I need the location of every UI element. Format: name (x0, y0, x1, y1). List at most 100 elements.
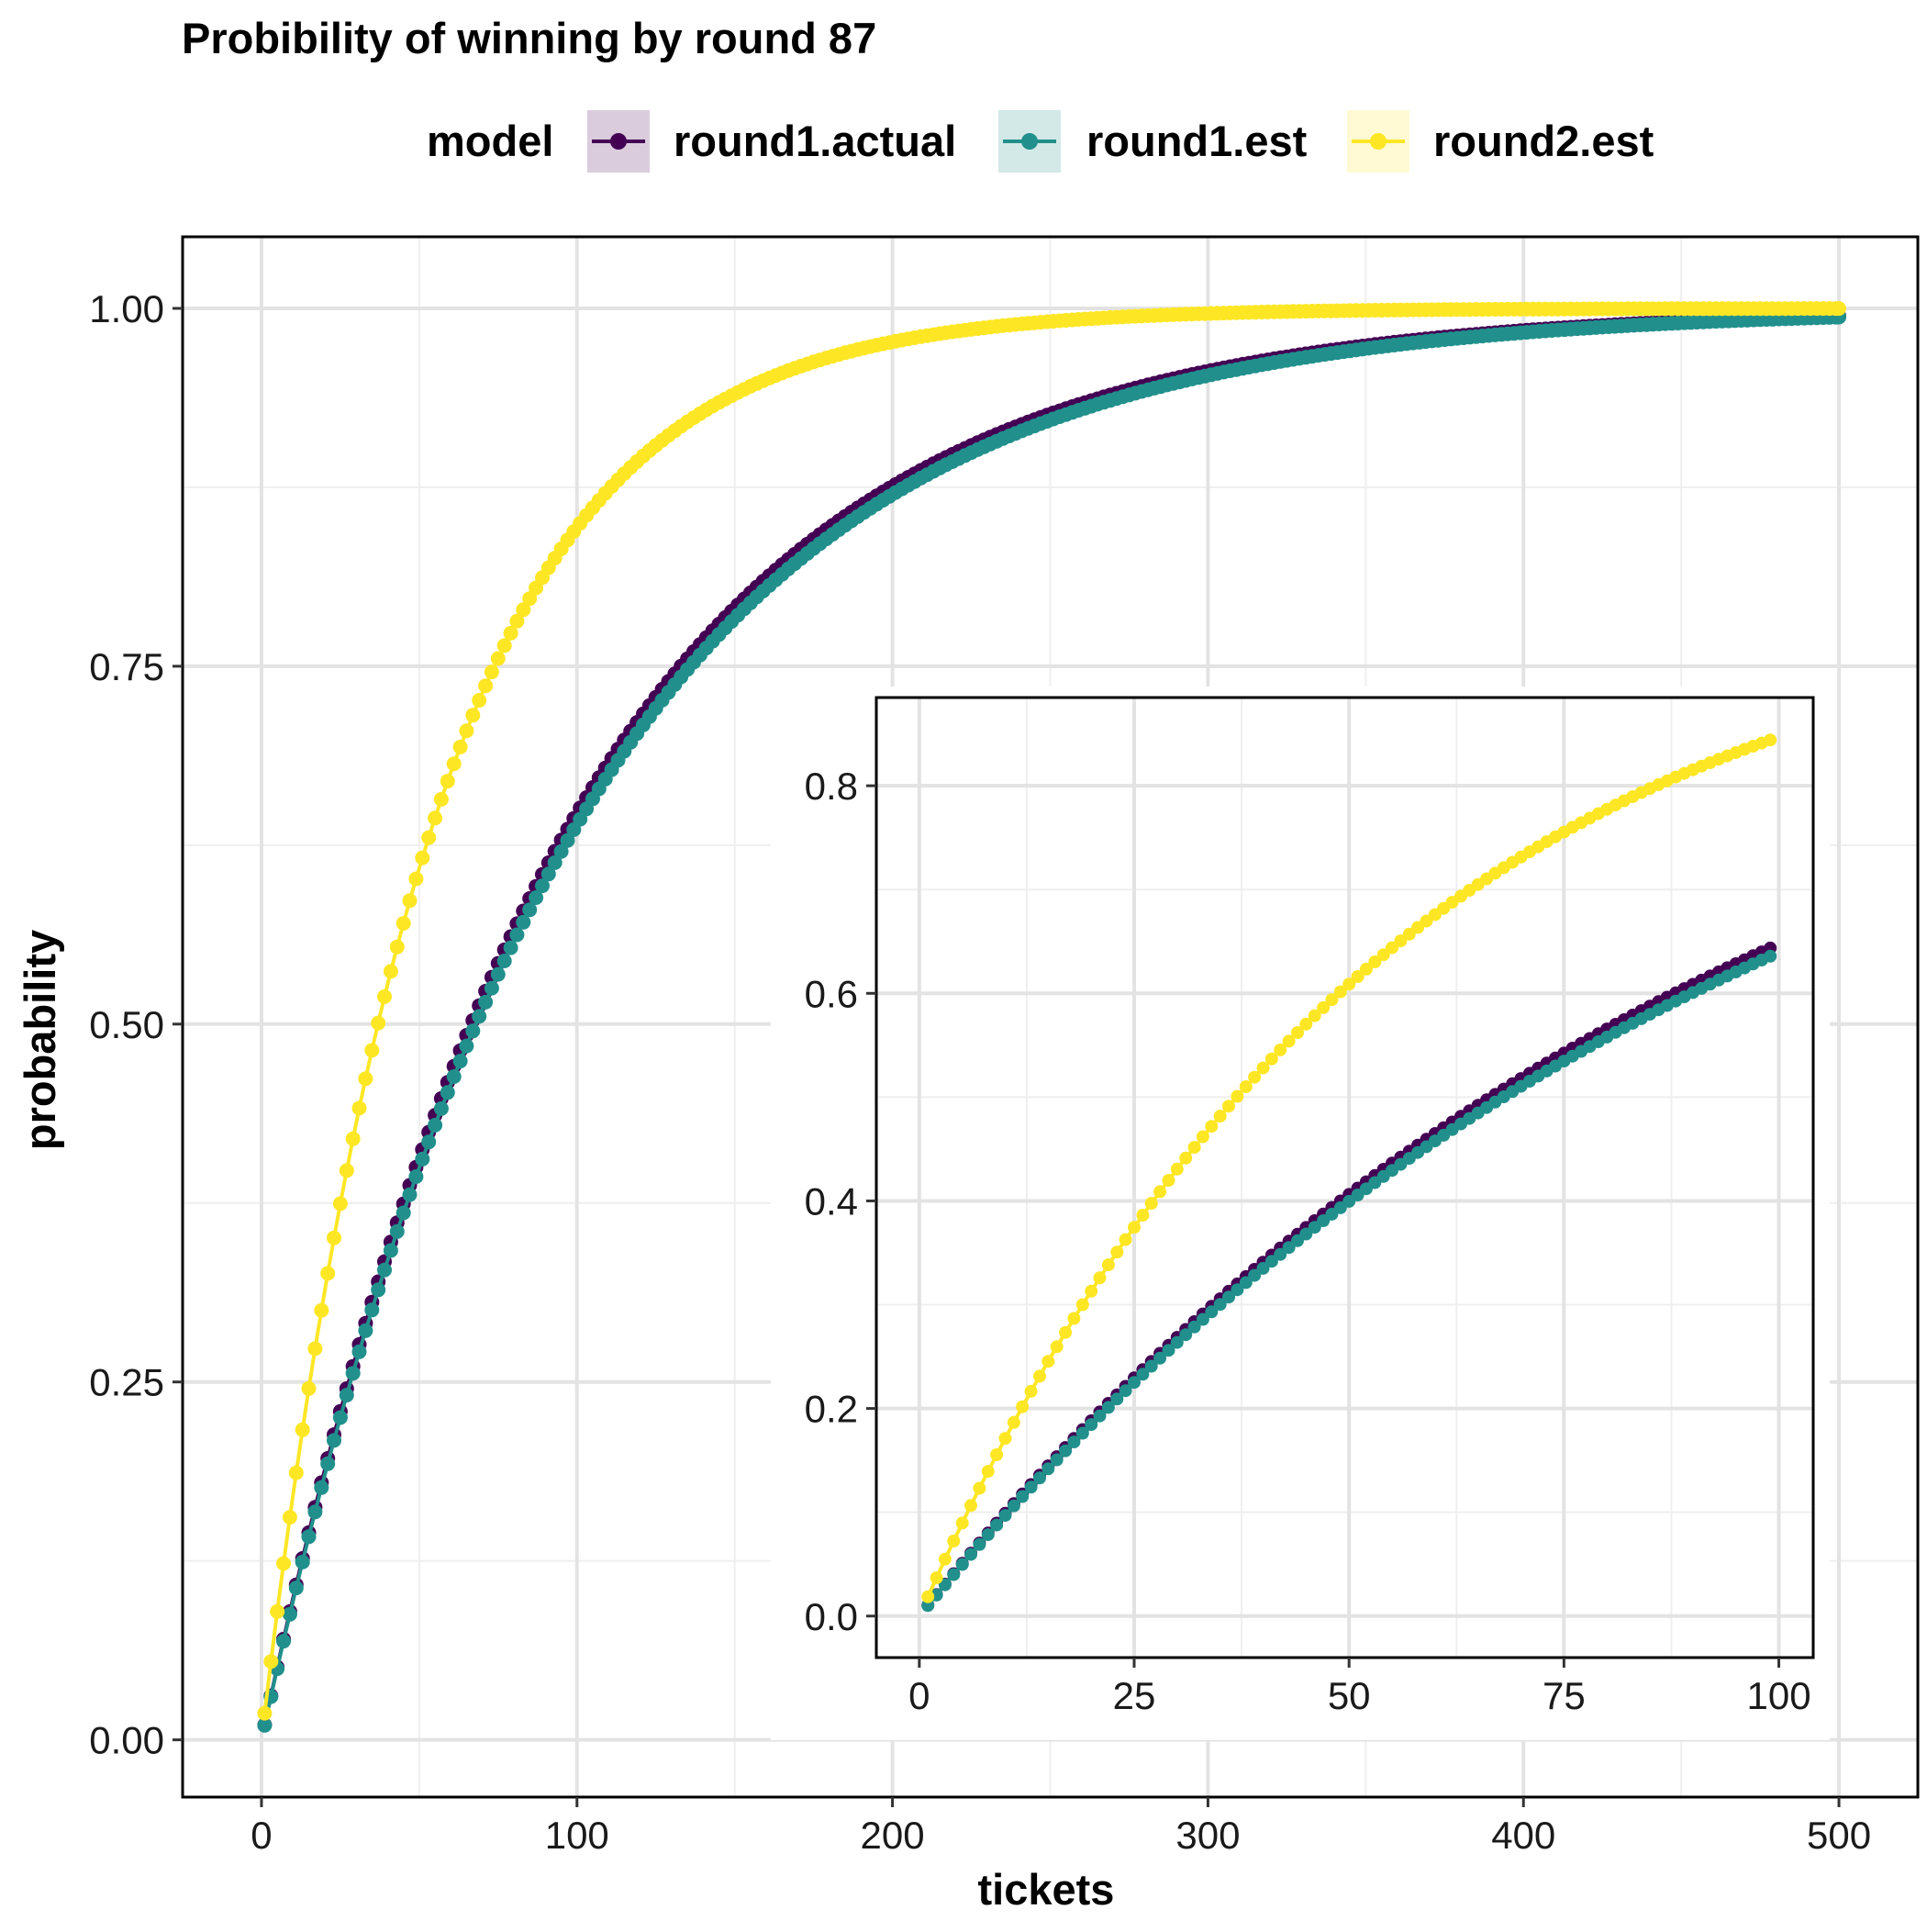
data-point (440, 774, 455, 789)
data-point (1119, 1384, 1132, 1398)
data-point (1041, 1462, 1055, 1476)
data-point (1342, 977, 1356, 991)
data-point (327, 1230, 341, 1245)
data-point (1067, 1312, 1081, 1325)
data-point (1368, 955, 1382, 968)
series-round2-est (921, 733, 1777, 1603)
data-point (276, 1634, 291, 1649)
data-point (402, 1187, 418, 1202)
data-point (990, 1518, 1004, 1532)
data-point (516, 602, 531, 618)
data-point (490, 966, 506, 982)
data-point (301, 1529, 317, 1545)
legend-title: model (427, 117, 553, 165)
data-point (1222, 1290, 1235, 1304)
data-point (921, 1590, 935, 1603)
data-point (1317, 1000, 1331, 1014)
legend-item-round2-est[interactable]: round2.est (1347, 110, 1654, 173)
data-point (459, 723, 474, 739)
data-point (433, 1100, 449, 1116)
data-point (1351, 970, 1364, 983)
y-tick-label: 0.50 (89, 1003, 164, 1046)
data-point (371, 1015, 386, 1031)
panel-border (874, 696, 1815, 1659)
data-point (1007, 1499, 1020, 1513)
data-point (459, 1038, 474, 1054)
data-point (415, 850, 430, 865)
data-point (1128, 1221, 1141, 1234)
data-point (440, 1085, 455, 1100)
data-point (345, 1366, 361, 1381)
data-point (1764, 949, 1777, 963)
data-point (947, 1568, 961, 1581)
data-point (358, 1323, 373, 1338)
data-point (1325, 993, 1339, 1007)
series-round2-est (257, 301, 1846, 1721)
data-point (1110, 1392, 1124, 1406)
y-tick-label: 0.0 (805, 1595, 858, 1638)
data-point (509, 613, 525, 629)
data-point (1231, 1089, 1244, 1103)
series-round1-est (921, 949, 1777, 1613)
y-tick-label: 0.4 (805, 1179, 858, 1223)
data-point (1359, 962, 1373, 976)
data-point (1179, 1328, 1193, 1342)
data-point (955, 1516, 969, 1530)
data-point (1764, 733, 1777, 747)
data-point (307, 1341, 323, 1357)
data-point (421, 1134, 437, 1150)
data-point (990, 1448, 1004, 1461)
data-point (1179, 1151, 1193, 1165)
data-point (1170, 1162, 1184, 1176)
data-point (1144, 1197, 1158, 1211)
x-tick-label: 75 (1543, 1674, 1586, 1717)
data-point (478, 994, 494, 1010)
data-point (1059, 1444, 1073, 1457)
data-point (1033, 1369, 1046, 1383)
data-point (364, 1302, 380, 1318)
data-point (1024, 1480, 1038, 1494)
legend-item-round1-actual[interactable]: round1.actual (587, 110, 956, 173)
data-point (1033, 1471, 1046, 1485)
legend-item-round1-est[interactable]: round1.est (998, 110, 1308, 173)
data-point (421, 830, 437, 845)
data-point (490, 651, 506, 666)
data-point (257, 1705, 273, 1721)
x-tick-label: 0 (908, 1674, 930, 1717)
data-point (496, 638, 512, 653)
data-point (1256, 1261, 1270, 1275)
data-point (509, 927, 525, 943)
data-point (1256, 1061, 1270, 1075)
data-point (270, 1603, 285, 1619)
data-point (1333, 985, 1347, 999)
data-point (446, 1069, 462, 1084)
data-point (339, 1388, 354, 1403)
data-point (1144, 1359, 1158, 1373)
data-point (1282, 1241, 1296, 1255)
legend-label: round2.est (1433, 117, 1654, 165)
data-point (295, 1422, 310, 1437)
y-tick-label: 0.25 (89, 1361, 164, 1404)
data-point (1085, 1418, 1098, 1432)
data-point (465, 708, 481, 723)
data-point (1093, 1409, 1107, 1423)
data-point (560, 832, 575, 848)
data-point (1274, 1043, 1287, 1056)
data-point (921, 1599, 935, 1613)
data-point (1050, 1453, 1064, 1467)
data-point (1196, 1130, 1209, 1144)
data-point (1007, 1415, 1020, 1429)
data-point (282, 1606, 297, 1622)
data-point (1187, 1320, 1201, 1334)
legend-key-point (610, 133, 627, 150)
data-point (332, 1196, 348, 1212)
data-point (1832, 301, 1846, 317)
data-point (276, 1556, 291, 1571)
data-point (1308, 1009, 1321, 1022)
data-point (1067, 1435, 1081, 1449)
data-point (383, 1243, 398, 1258)
data-point (402, 893, 418, 909)
data-point (327, 1433, 341, 1448)
legend: model round1.actual round1.est round2.es… (427, 110, 1654, 173)
